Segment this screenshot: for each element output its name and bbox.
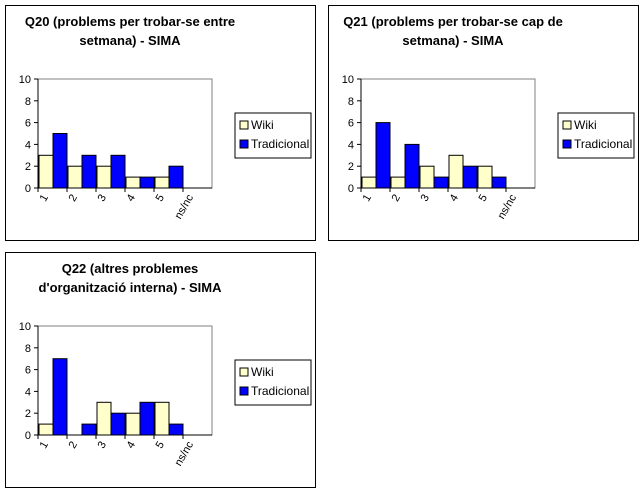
- x-tick-label: 4: [125, 193, 138, 204]
- y-tick-label: 4: [25, 139, 31, 151]
- legend-label-wiki: Wiki: [574, 118, 597, 132]
- bar-tradicional-3: [110, 154, 126, 189]
- bar-tradicional-5: [491, 176, 507, 189]
- x-tick-label: ns/nc: [496, 192, 520, 221]
- y-tick-label: 8: [25, 96, 31, 108]
- chart-svg: Q22 (altres problemes d'organització inte…: [19, 261, 312, 468]
- legend-label-wiki: Wiki: [251, 365, 274, 379]
- legend-label-wiki: Wiki: [251, 118, 274, 132]
- bar-wiki-1: [361, 176, 377, 189]
- chart-title-line: Q20 (problems per trobar-se entre: [25, 14, 235, 29]
- bar-tradicional-2: [81, 423, 97, 436]
- bar-tradicional-2: [404, 143, 420, 189]
- y-tick-label: 0: [25, 183, 31, 195]
- y-tick-label: 10: [342, 74, 354, 86]
- y-tick-label: 6: [25, 365, 31, 377]
- bar-wiki-5: [154, 176, 170, 189]
- x-tick-label: 5: [477, 193, 490, 204]
- bar-tradicional-4: [462, 165, 478, 189]
- x-tick-label: 3: [96, 193, 109, 204]
- bar-wiki-2: [390, 176, 406, 189]
- bar-wiki-5: [154, 401, 170, 436]
- x-tick-label: 3: [96, 440, 109, 451]
- y-tick-label: 2: [25, 161, 31, 173]
- bar-tradicional-1: [52, 358, 68, 436]
- x-tick-label: 5: [154, 193, 167, 204]
- bar-wiki-3: [419, 165, 435, 189]
- y-tick-label: 6: [348, 118, 354, 130]
- chart-title-line: setmana) - SIMA: [402, 33, 504, 48]
- x-tick-label: 1: [38, 440, 51, 451]
- y-tick-label: 4: [348, 139, 354, 151]
- bar-wiki-3: [96, 401, 112, 436]
- x-tick-label: 2: [390, 193, 403, 204]
- legend-swatch-wiki: [239, 367, 249, 377]
- bar-wiki-1: [38, 423, 54, 436]
- bar-tradicional-4: [139, 401, 155, 436]
- bar-tradicional-3: [110, 412, 126, 436]
- bar-wiki-4: [125, 412, 141, 436]
- y-tick-label: 2: [25, 408, 31, 420]
- x-tick-label: 4: [125, 440, 138, 451]
- x-tick-label: 1: [38, 193, 51, 204]
- legend-swatch-tradicional: [239, 139, 249, 149]
- y-tick-label: 4: [25, 386, 31, 398]
- x-tick-label: ns/nc: [173, 439, 197, 468]
- x-tick-label: 1: [361, 193, 374, 204]
- bar-wiki-4: [125, 176, 141, 189]
- bar-tradicional-4: [139, 176, 155, 189]
- chart-title-line: Q22 (altres problemes: [62, 261, 199, 276]
- chart-panel-q22: Q22 (altres problemes d'organització inte…: [5, 252, 316, 488]
- legend-swatch-tradicional: [239, 386, 249, 396]
- x-tick-label: ns/nc: [173, 192, 197, 221]
- legend-label-tradicional: Tradicional: [574, 137, 632, 151]
- bar-tradicional-5: [168, 165, 184, 189]
- x-tick-label: 2: [67, 193, 80, 204]
- y-tick-label: 0: [25, 430, 31, 442]
- chart-svg: Q20 (problems per trobar-se entre setmana…: [19, 14, 312, 221]
- y-tick-label: 10: [19, 74, 31, 86]
- chart-title-line: setmana) - SIMA: [79, 33, 181, 48]
- y-tick-label: 2: [348, 161, 354, 173]
- y-tick-label: 8: [25, 343, 31, 355]
- legend-swatch-wiki: [239, 120, 249, 130]
- bar-tradicional-5: [168, 423, 184, 436]
- chart-title-line: Q21 (problems per trobar-se cap de: [343, 14, 563, 29]
- chart-panel-q20: Q20 (problems per trobar-se entre setmana…: [5, 5, 316, 241]
- legend-label-tradicional: Tradicional: [251, 384, 309, 398]
- bar-tradicional-1: [52, 133, 68, 189]
- legend-label-tradicional: Tradicional: [251, 137, 309, 151]
- chart-title-line: d'organització interna) - SIMA: [39, 280, 223, 295]
- x-tick-label: 4: [448, 193, 461, 204]
- bar-tradicional-2: [81, 154, 97, 189]
- y-tick-label: 8: [348, 96, 354, 108]
- legend: [234, 112, 312, 159]
- bar-wiki-4: [448, 154, 464, 189]
- bar-wiki-1: [38, 154, 54, 189]
- bar-wiki-5: [477, 165, 493, 189]
- legend-swatch-tradicional: [562, 139, 572, 149]
- x-tick-label: 5: [154, 440, 167, 451]
- bar-tradicional-3: [433, 176, 449, 189]
- x-tick-label: 2: [67, 440, 80, 451]
- bar-tradicional-1: [375, 122, 391, 189]
- bar-wiki-3: [96, 165, 112, 189]
- y-tick-label: 0: [348, 183, 354, 195]
- y-tick-label: 6: [25, 118, 31, 130]
- legend-swatch-wiki: [562, 120, 572, 130]
- chart-svg: Q21 (problems per trobar-se cap de setman…: [342, 14, 635, 221]
- bar-wiki-2: [67, 165, 83, 189]
- chart-panel-q21: Q21 (problems per trobar-se cap de setman…: [328, 5, 639, 241]
- x-tick-label: 3: [419, 193, 432, 204]
- y-tick-label: 10: [19, 321, 31, 333]
